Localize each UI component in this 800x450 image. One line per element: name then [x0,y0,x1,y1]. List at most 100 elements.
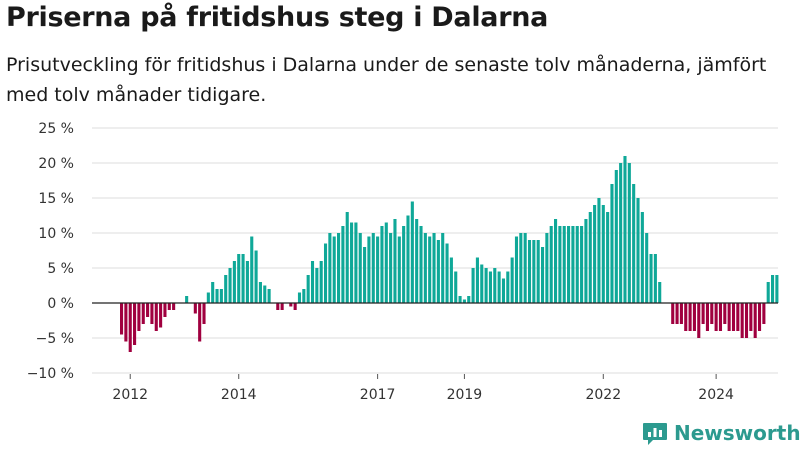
bar [445,243,449,303]
bar [614,170,618,303]
bar [293,303,297,310]
bar [697,303,701,338]
y-tick-label: 15 % [38,191,74,207]
y-tick-label: −10 % [27,366,74,382]
bar [480,264,484,303]
y-tick-label: 5 % [47,261,74,277]
bar [276,303,280,310]
bar [449,257,453,303]
bar [146,303,150,317]
bar [128,303,132,352]
bar [258,282,262,303]
bar [475,257,479,303]
bar [328,233,332,303]
bar [731,303,736,331]
bar [679,303,683,324]
bar [215,289,219,303]
bar [263,285,267,303]
bar [506,271,510,303]
bar [306,275,310,303]
bar [532,240,536,303]
bar [467,296,471,303]
bar [302,289,306,303]
bar [575,226,579,303]
bar [588,212,592,303]
bar [237,254,241,303]
bar [228,268,232,303]
bar [350,222,354,303]
bar [636,198,640,303]
chart-title: Priserna på fritidshus steg i Dalarna [6,2,549,33]
bar [310,261,315,303]
bar [710,303,714,324]
bar [419,226,423,303]
bar [740,303,744,338]
bar [367,236,371,303]
bar [410,201,414,303]
bar [653,254,657,303]
bar [692,303,696,331]
y-axis-labels: 25 % 20 % 15 % 10 % 5 % 0 % −5 % −10 % [27,121,74,382]
bar [241,254,245,303]
bar [141,303,145,324]
bar [497,271,501,303]
bar [584,219,588,303]
bars [120,156,779,352]
bar [684,303,688,331]
bar [562,226,566,303]
bar [319,261,323,303]
bar [688,303,692,331]
bar [744,303,749,338]
bar [163,303,167,317]
bar [606,212,610,303]
bar [384,222,388,303]
brand: Newsworthy [642,420,800,446]
brand-name: Newsworthy [674,421,800,445]
bar [402,226,406,303]
bar [597,198,601,303]
bar [172,303,176,310]
bar [558,226,562,303]
bar [345,212,349,303]
bar [406,215,410,303]
bar [554,219,558,303]
bar [323,243,328,303]
bar [753,303,757,338]
bar [428,236,432,303]
bar [727,303,731,331]
bar [159,303,163,328]
y-tick-label: 10 % [38,226,74,242]
bar [297,292,302,303]
bar [211,282,215,303]
bar [749,303,753,331]
bar [380,226,384,303]
x-tick-label: 2012 [112,387,148,403]
x-tick-label: 2024 [698,387,734,403]
bar [701,303,705,324]
bar [484,268,488,303]
y-tick-label: 25 % [38,121,74,137]
x-tick-label: 2017 [360,387,396,403]
bar [623,156,627,303]
bar [245,261,249,303]
bar [358,233,362,303]
bar [510,257,514,303]
bar [571,226,575,303]
bar [501,278,506,303]
annotations: 4 % [771,0,800,4]
bar [714,303,718,331]
bar [150,303,154,324]
bar [289,303,293,307]
bar [441,233,445,303]
bar [206,292,210,303]
chart-subtitle: Prisutveckling för fritidshus i Dalarna … [6,54,767,106]
bar [462,299,466,303]
bar [376,236,380,303]
bar [540,247,545,303]
bar [619,163,623,303]
bar [580,226,584,303]
bar [471,268,475,303]
bar [649,254,653,303]
bar [137,303,141,331]
